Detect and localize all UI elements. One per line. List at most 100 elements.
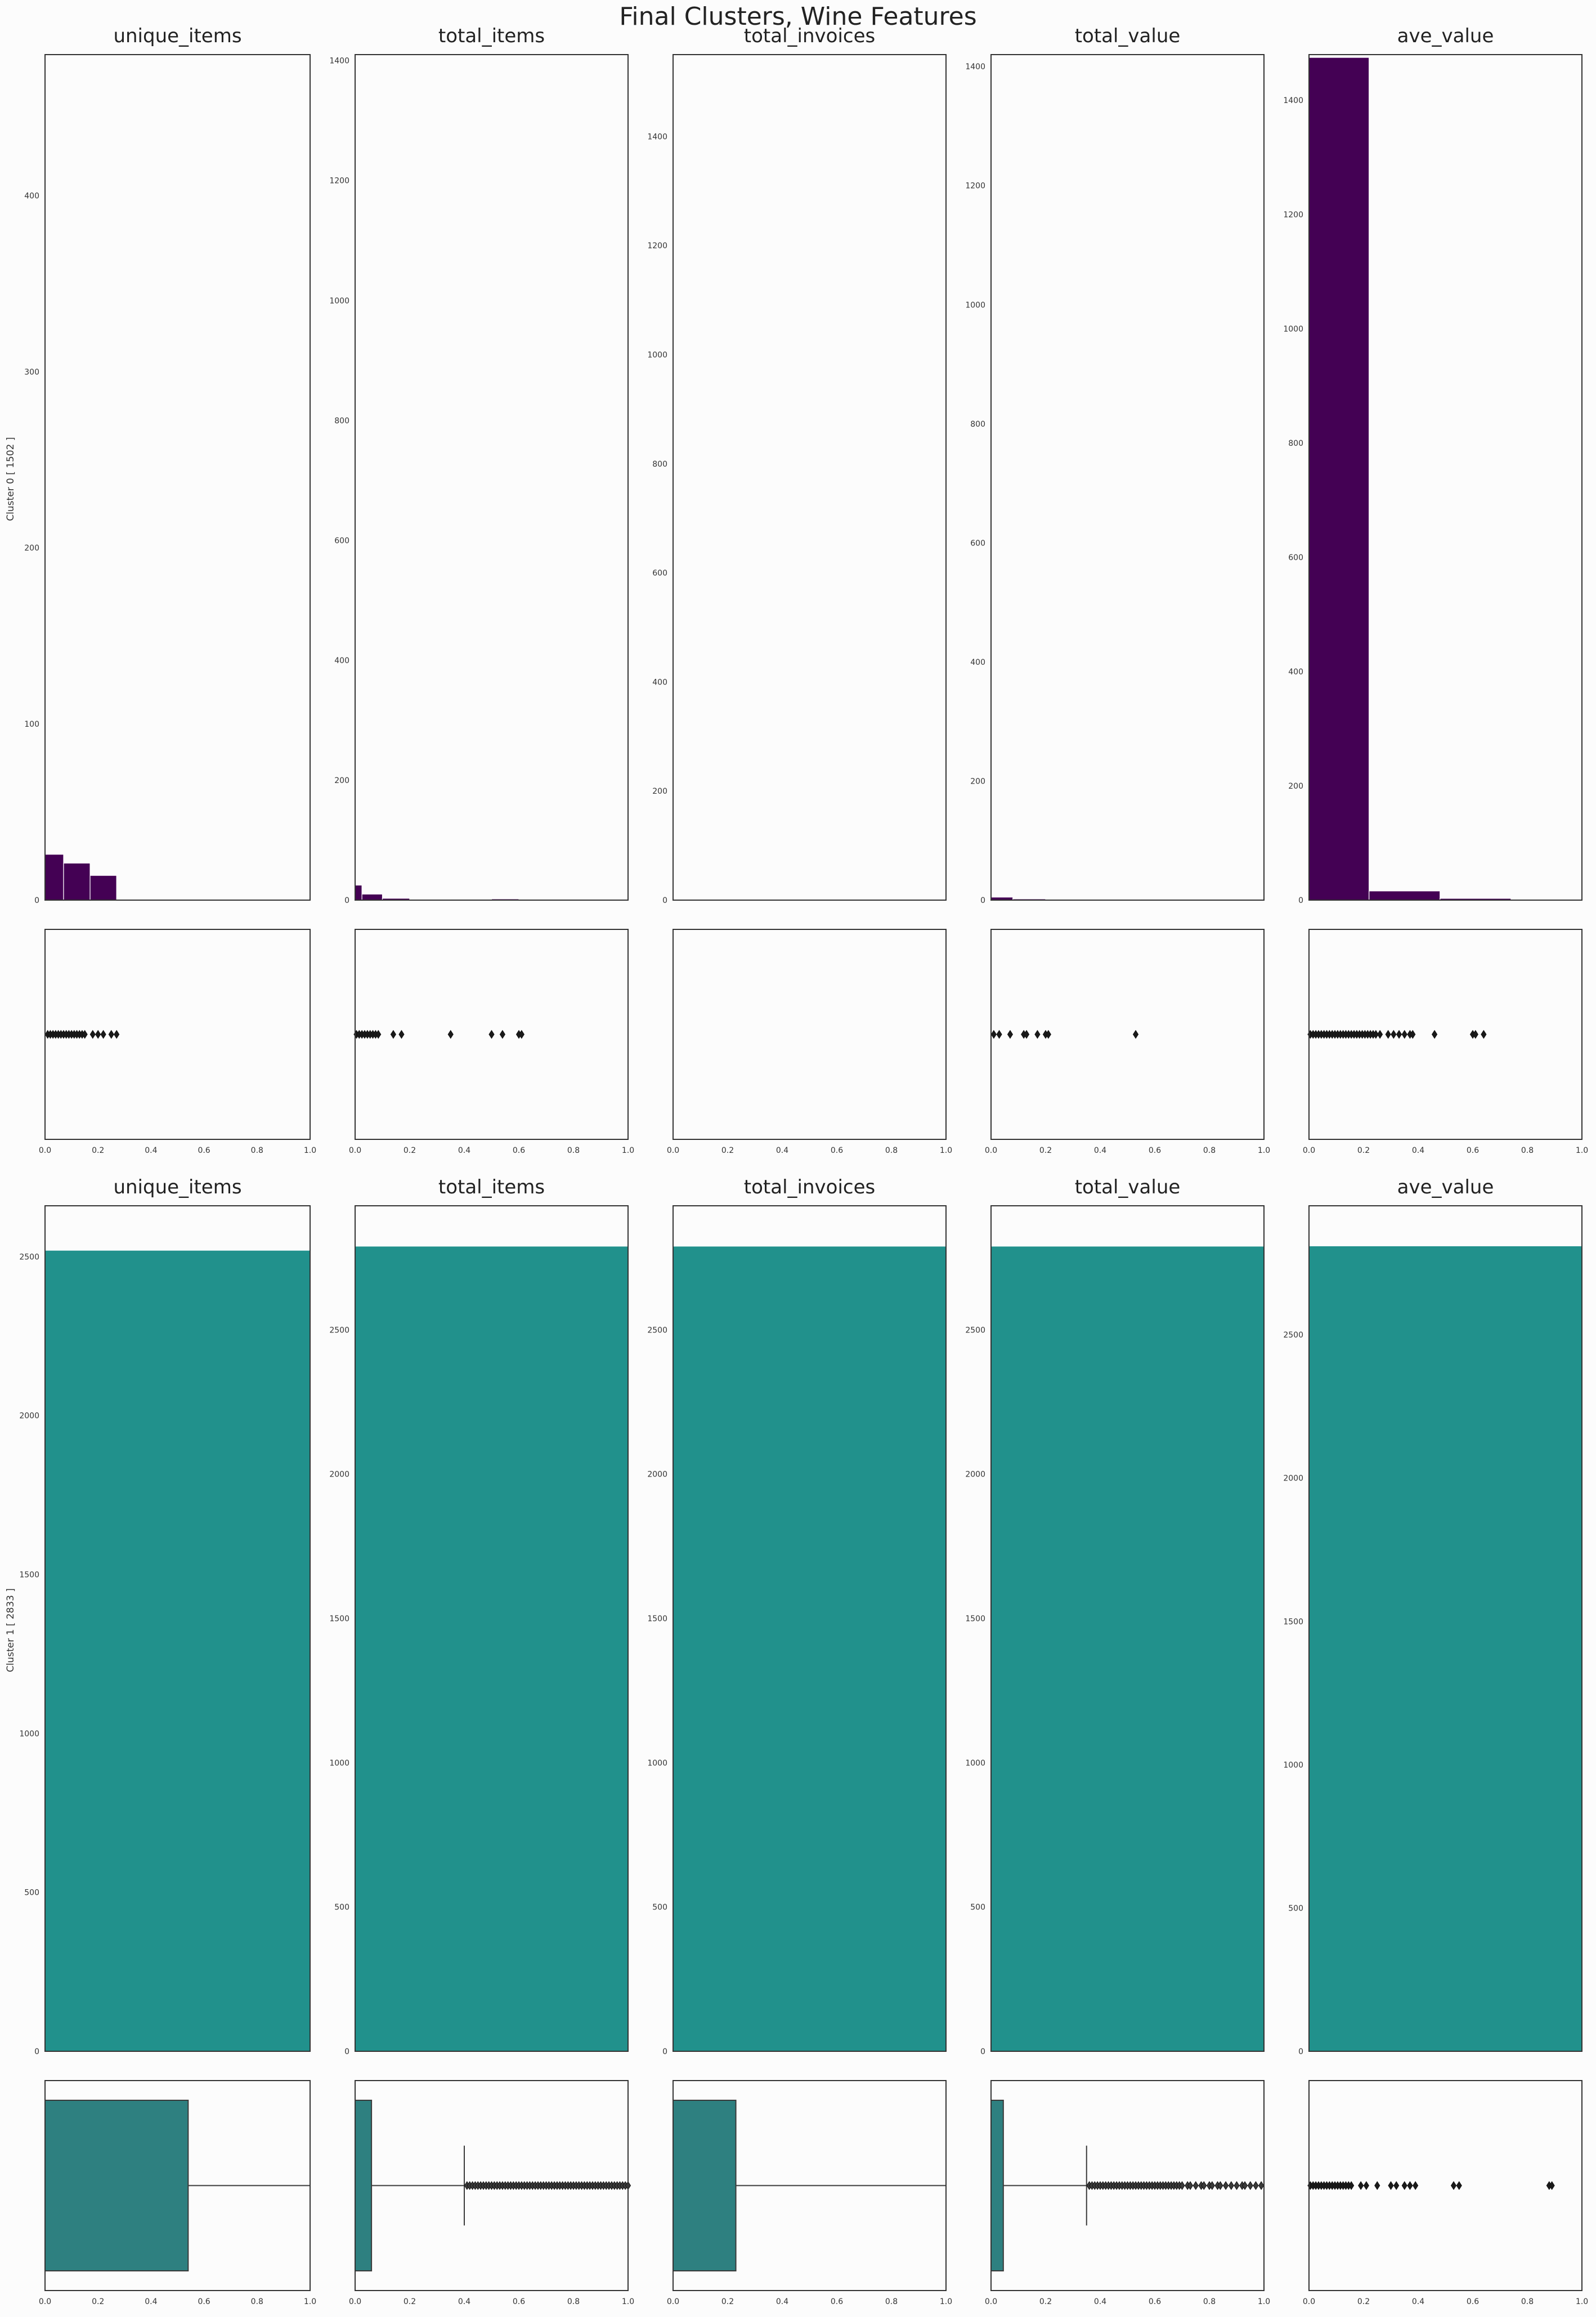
x-tick-label: 0.0 bbox=[349, 2297, 361, 2306]
boxplot-box bbox=[44, 2100, 189, 2271]
x-tick-label: 0.4 bbox=[1094, 2297, 1106, 2306]
boxplot-outlier-point bbox=[1223, 2181, 1229, 2190]
histogram-frame bbox=[673, 1205, 947, 2052]
x-tick-label: 1.0 bbox=[940, 1146, 952, 1155]
histogram-frame bbox=[990, 54, 1265, 901]
boxplot-point bbox=[1472, 1030, 1478, 1039]
boxplot-plot-area bbox=[673, 929, 946, 1139]
y-tick-label: 2500 bbox=[19, 1253, 39, 1262]
y-tick-label: 1000 bbox=[647, 1759, 667, 1768]
y-tick-label: 500 bbox=[334, 1903, 349, 1912]
boxplot-plot-area bbox=[1309, 2081, 1582, 2291]
histogram-bar bbox=[355, 1246, 629, 2052]
x-tick-label: 0.8 bbox=[251, 2297, 263, 2306]
boxplot-box bbox=[355, 2100, 373, 2271]
histogram-frame bbox=[673, 54, 947, 901]
boxplot-point bbox=[1132, 1030, 1139, 1039]
x-tick-label: 0.8 bbox=[567, 1146, 580, 1155]
x-tick-label: 0.2 bbox=[721, 2297, 734, 2306]
boxplot-outlier-point bbox=[1192, 2181, 1199, 2190]
y-tick-label: 400 bbox=[334, 656, 349, 665]
y-tick-label: 600 bbox=[334, 536, 349, 545]
y-tick-label: 0 bbox=[1298, 2047, 1303, 2056]
y-tick-label: 1000 bbox=[329, 1759, 349, 1768]
boxplot-point bbox=[518, 1030, 524, 1039]
cluster-0-unique_items-panel: unique_items 0 100 200 300 400 0.0 0.2 0.4 0.6 0.8… bbox=[24, 25, 316, 1155]
boxplot-point bbox=[1401, 2181, 1407, 2190]
x-tick-label: 0.4 bbox=[776, 2297, 788, 2306]
boxplot-frame bbox=[355, 929, 629, 1140]
boxplot-box bbox=[990, 2100, 1004, 2271]
y-tick-label: 600 bbox=[970, 539, 985, 548]
boxplot-outlier-point bbox=[1187, 2181, 1194, 2190]
x-tick-label: 0.2 bbox=[1039, 1146, 1052, 1155]
y-tick-label: 1500 bbox=[965, 1614, 985, 1623]
x-tick-label: 0.6 bbox=[513, 1146, 525, 1155]
boxplot-point bbox=[1393, 2181, 1400, 2190]
y-tick-label: 200 bbox=[652, 787, 667, 796]
cluster-0-total_value-panel: total_value 0 200 400 600 800 1000 1200 1400 0.0 0… bbox=[965, 25, 1270, 1155]
x-tick-label: 0.2 bbox=[1357, 1146, 1370, 1155]
y-tick-label: 800 bbox=[652, 460, 667, 469]
cluster-1-total_items-panel: total_items 0 500 1000 1500 2000 2500 0.0 0.2 0.4… bbox=[329, 1176, 634, 2306]
boxplot-point bbox=[1374, 2181, 1380, 2190]
histogram-bar bbox=[89, 875, 117, 901]
y-tick-label: 1500 bbox=[647, 1614, 667, 1623]
y-tick-label: 1000 bbox=[965, 301, 985, 310]
x-tick-label: 0.4 bbox=[1094, 1146, 1106, 1155]
y-tick-label: 500 bbox=[1288, 1904, 1303, 1913]
x-tick-label: 1.0 bbox=[940, 2297, 952, 2306]
histogram-bar bbox=[44, 1250, 311, 2052]
figure-title: Final Clusters, Wine Features bbox=[619, 2, 976, 31]
y-tick-label: 600 bbox=[652, 569, 667, 578]
y-tick-label: 1500 bbox=[19, 1571, 39, 1580]
boxplot-frame bbox=[990, 929, 1265, 1140]
y-tick-label: 1500 bbox=[1283, 1617, 1303, 1626]
x-tick-label: 0.8 bbox=[885, 2297, 898, 2306]
y-tick-label: 1000 bbox=[965, 1759, 985, 1768]
y-tick-label: 1000 bbox=[19, 1729, 39, 1738]
y-tick-label: 500 bbox=[652, 1903, 667, 1912]
y-tick-label: 0 bbox=[34, 896, 39, 905]
boxplot-point bbox=[1450, 2181, 1457, 2190]
x-tick-label: 0.2 bbox=[1039, 2297, 1052, 2306]
boxplot-outlier-point bbox=[1258, 2181, 1265, 2190]
x-tick-label: 0.6 bbox=[198, 1146, 210, 1155]
histogram-title: total_value bbox=[1075, 25, 1181, 47]
y-tick-label: 1400 bbox=[329, 57, 349, 66]
y-tick-label: 0 bbox=[344, 2047, 349, 2056]
boxplot-point bbox=[1407, 2181, 1413, 2190]
boxplot-frame bbox=[355, 2080, 629, 2291]
boxplot-point bbox=[398, 1030, 405, 1039]
boxplot-point bbox=[1432, 1030, 1438, 1039]
y-tick-label: 1400 bbox=[965, 62, 985, 71]
y-tick-label: 2000 bbox=[19, 1412, 39, 1421]
y-tick-label: 500 bbox=[24, 1889, 39, 1898]
boxplot-point bbox=[1396, 1030, 1402, 1039]
histogram-frame bbox=[44, 1205, 311, 2052]
cluster-0-total_items-panel: total_items 0 200 400 600 800 1000 1200 1400 0.0 0… bbox=[329, 25, 634, 1155]
boxplot-point bbox=[1388, 2181, 1394, 2190]
y-tick-label: 0 bbox=[344, 896, 349, 905]
y-tick-label: 1200 bbox=[329, 177, 349, 186]
y-tick-label: 1400 bbox=[647, 132, 667, 141]
x-tick-label: 0.2 bbox=[404, 2297, 416, 2306]
boxplot-plot-area bbox=[45, 929, 310, 1139]
x-tick-label: 0.8 bbox=[1521, 2297, 1534, 2306]
histogram-frame bbox=[355, 54, 629, 901]
plot-grid: unique_items 0 100 200 300 400 0.0 0.2 0.4 0.6 0.8… bbox=[19, 25, 1588, 2306]
boxplot-outlier-point bbox=[1179, 2181, 1185, 2190]
histogram-frame bbox=[990, 1205, 1265, 2052]
boxplot-box bbox=[673, 2100, 737, 2271]
y-tick-label: 0 bbox=[662, 2047, 667, 2056]
boxplot-plot-area bbox=[991, 929, 1264, 1139]
histogram-bar bbox=[63, 862, 91, 901]
boxplot-point bbox=[114, 1030, 120, 1039]
y-tick-label: 300 bbox=[24, 368, 39, 377]
boxplot-outlier-point bbox=[1241, 2181, 1248, 2190]
x-tick-label: 0.0 bbox=[985, 1146, 997, 1155]
boxplot-frame bbox=[990, 2080, 1265, 2291]
y-tick-label: 0 bbox=[980, 896, 985, 905]
boxplot-outlier-point bbox=[1201, 2181, 1207, 2190]
